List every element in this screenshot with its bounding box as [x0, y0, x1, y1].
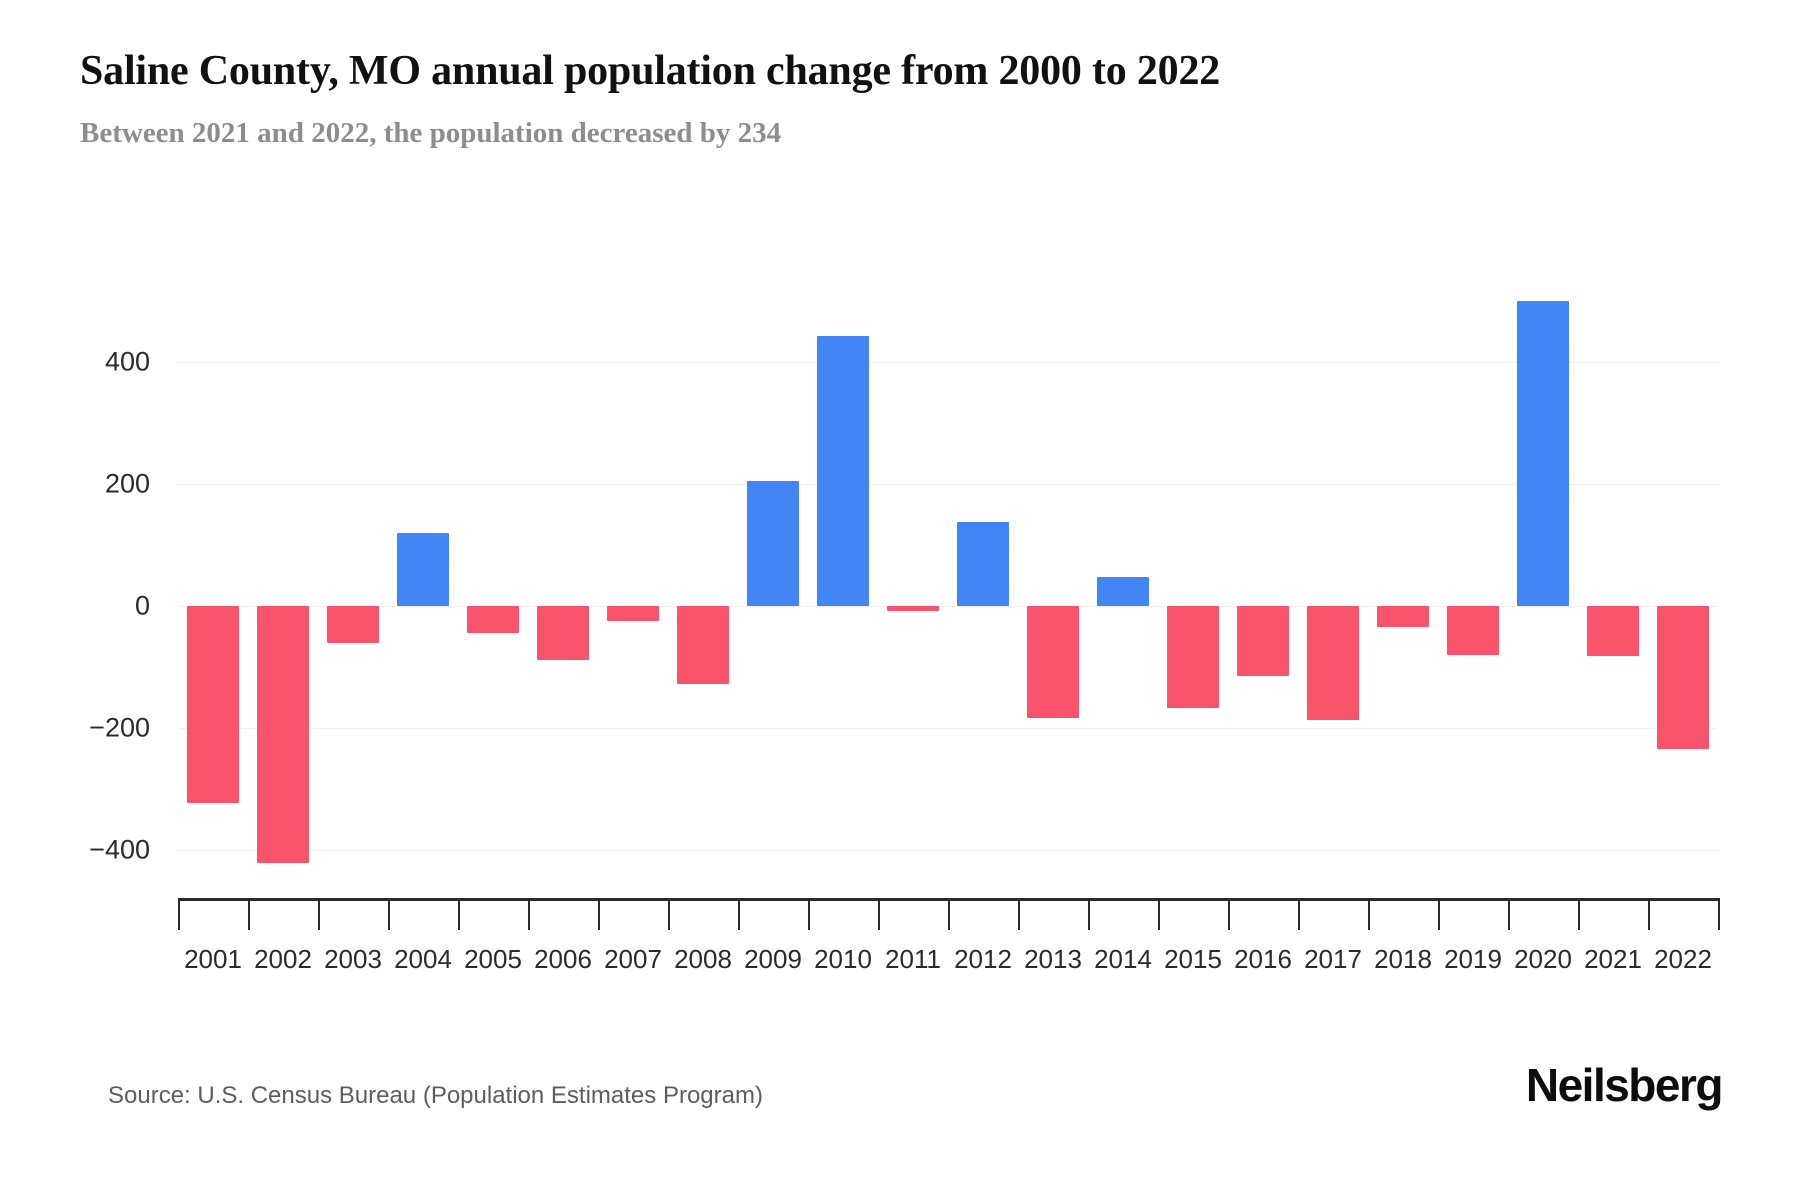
- bar-2004[interactable]: [397, 532, 449, 606]
- x-axis-tick-label: 2003: [324, 944, 382, 974]
- bar-2018[interactable]: [1377, 606, 1429, 627]
- x-axis-tick: [248, 898, 250, 930]
- bar-2005[interactable]: [467, 606, 519, 634]
- bar-2015[interactable]: [1167, 606, 1219, 708]
- bar-2010[interactable]: [817, 335, 869, 606]
- gridline: [178, 484, 1718, 485]
- page-title: Saline County, MO annual population chan…: [80, 48, 1221, 94]
- bar-2022[interactable]: [1657, 606, 1709, 749]
- bar-2013[interactable]: [1027, 606, 1079, 718]
- y-axis-tick-label: 400: [104, 346, 150, 377]
- chart-subtitle: Between 2021 and 2022, the population de…: [80, 117, 782, 150]
- y-axis-tick-label: −200: [89, 712, 150, 743]
- x-axis-tick: [1298, 898, 1300, 930]
- x-axis-tick-label: 2016: [1234, 944, 1292, 974]
- x-axis-tick: [738, 898, 740, 930]
- x-axis-tick: [388, 898, 390, 930]
- x-axis-tick: [1018, 898, 1020, 930]
- x-axis-tick-label: 2001: [184, 944, 242, 974]
- x-axis-tick: [318, 898, 320, 930]
- y-axis-tick-label: 0: [134, 590, 150, 621]
- y-axis-tick-label: −400: [89, 834, 150, 865]
- bar-2006[interactable]: [537, 606, 589, 660]
- x-axis-tick-label: 2004: [394, 944, 452, 974]
- x-axis-tick-label: 2013: [1024, 944, 1082, 974]
- source-note: Source: U.S. Census Bureau (Population E…: [108, 1082, 763, 1109]
- x-axis-tick: [178, 898, 180, 930]
- x-axis-tick-label: 2002: [254, 944, 312, 974]
- bar-2014[interactable]: [1097, 576, 1149, 606]
- bar-2001[interactable]: [187, 606, 239, 804]
- x-axis-tick: [1578, 898, 1580, 930]
- gridline: [178, 362, 1718, 363]
- x-axis-tick-label: 2017: [1304, 944, 1362, 974]
- gridline: [178, 606, 1718, 607]
- x-axis-ticks: [178, 898, 1720, 938]
- x-axis-tick: [878, 898, 880, 930]
- bar-2016[interactable]: [1237, 606, 1289, 677]
- x-axis-tick-label: 2018: [1374, 944, 1432, 974]
- bar-series: [178, 0, 1718, 1200]
- bar-2007[interactable]: [607, 606, 659, 622]
- x-axis-tick-label: 2006: [534, 944, 592, 974]
- x-axis-tick: [1088, 898, 1090, 930]
- bar-2008[interactable]: [677, 606, 729, 685]
- x-axis-tick: [1508, 898, 1510, 930]
- x-axis-tick-label: 2022: [1654, 944, 1712, 974]
- bar-2012[interactable]: [957, 521, 1009, 606]
- x-axis-tick-label: 2015: [1164, 944, 1222, 974]
- bar-2019[interactable]: [1447, 606, 1499, 655]
- chart-header: Saline County, MO annual population chan…: [80, 48, 1720, 151]
- bar-2003[interactable]: [327, 606, 379, 643]
- gridline: [178, 728, 1718, 729]
- brand-logo: Neilsberg: [1525, 1059, 1724, 1111]
- gridlines: [178, 0, 1718, 1200]
- x-axis-tick: [668, 898, 670, 930]
- x-axis-tick-label: 2011: [885, 944, 941, 974]
- bar-2020[interactable]: [1517, 301, 1569, 606]
- x-axis-tick-label: 2005: [464, 944, 522, 974]
- x-axis-tick: [1718, 898, 1720, 930]
- x-axis-tick: [1228, 898, 1230, 930]
- x-axis-tick-label: 2021: [1584, 944, 1642, 974]
- x-axis-tick: [1158, 898, 1160, 930]
- bar-2011[interactable]: [887, 606, 939, 611]
- gridline: [178, 850, 1718, 851]
- x-axis-tick-label: 2008: [674, 944, 732, 974]
- bar-2009[interactable]: [747, 480, 799, 606]
- x-axis-tick: [948, 898, 950, 930]
- bar-2017[interactable]: [1307, 606, 1359, 721]
- x-axis-tick: [1438, 898, 1440, 930]
- bar-2021[interactable]: [1587, 606, 1639, 657]
- x-axis-tick: [598, 898, 600, 930]
- x-axis-tick-label: 2012: [954, 944, 1012, 974]
- x-axis-tick: [458, 898, 460, 930]
- x-axis-tick: [1368, 898, 1370, 930]
- x-axis-tick-label: 2020: [1514, 944, 1572, 974]
- x-axis-tick-label: 2019: [1444, 944, 1502, 974]
- x-axis-labels: 2001 2002 2003 2004 2005 2006 2007 2008 2009 2010…: [178, 944, 1718, 984]
- x-axis-tick: [528, 898, 530, 930]
- x-axis-tick: [1648, 898, 1650, 930]
- bar-2002[interactable]: [257, 606, 309, 864]
- x-axis-tick: [808, 898, 810, 930]
- y-axis-tick-label: 200: [104, 468, 150, 499]
- y-axis-labels: 400 200 0 −200 −400: [0, 0, 178, 1200]
- x-axis-tick-label: 2010: [814, 944, 872, 974]
- x-axis-tick-label: 2014: [1094, 944, 1152, 974]
- x-axis-tick-label: 2007: [604, 944, 662, 974]
- x-axis-tick-label: 2009: [744, 944, 802, 974]
